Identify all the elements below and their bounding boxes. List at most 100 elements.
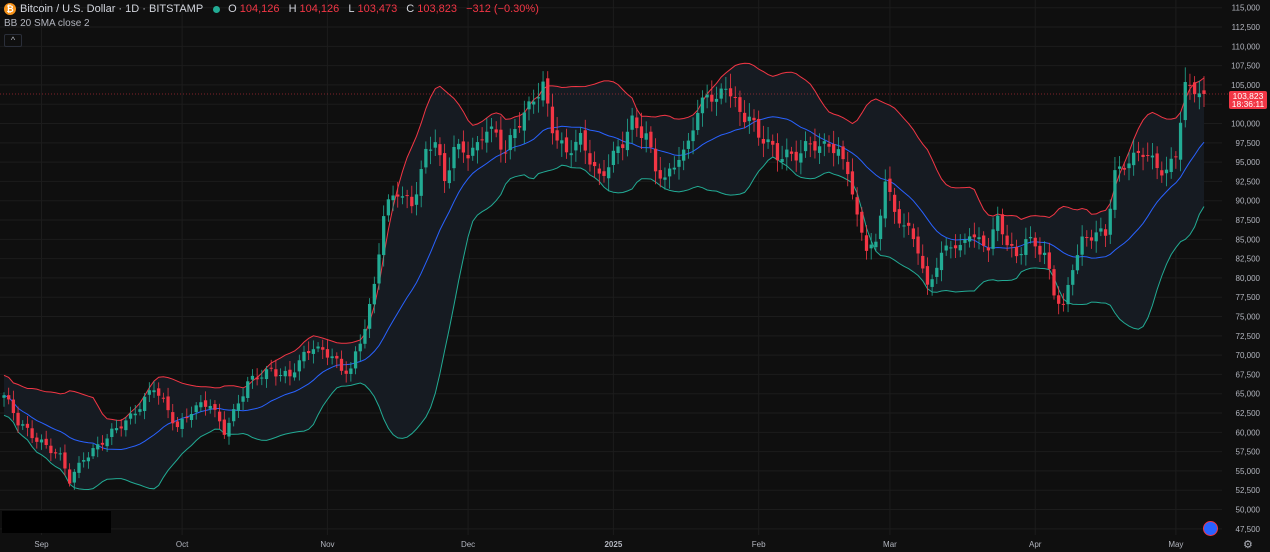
candle-body	[982, 235, 986, 246]
candle-body	[1033, 237, 1037, 247]
candle-body	[433, 142, 437, 148]
indicator-legend[interactable]: BB 20 SMA close 2	[4, 18, 90, 29]
price-tick-label: 115,000	[1232, 4, 1261, 13]
candle-body	[1000, 214, 1005, 235]
candle-body	[105, 438, 109, 447]
candle-body	[1155, 153, 1159, 169]
candle-body	[147, 390, 151, 395]
candle-body	[157, 388, 161, 396]
candle-body	[119, 426, 123, 429]
candle-body	[363, 329, 367, 344]
candle-body	[367, 303, 372, 329]
candle-body	[902, 225, 906, 227]
time-tick-label: Dec	[461, 540, 475, 549]
candle-body	[817, 146, 822, 153]
us-flag-icon[interactable]	[1203, 521, 1218, 536]
price-tick-label: 57,500	[1236, 448, 1261, 457]
candle-body	[705, 94, 709, 98]
candle-body	[522, 112, 526, 131]
collapse-legend-button[interactable]: ^	[4, 34, 22, 47]
time-tick-label: Sep	[34, 540, 49, 549]
candle-body	[667, 168, 672, 177]
candle-body	[382, 216, 386, 256]
candle-body	[278, 375, 283, 377]
candle-body	[44, 438, 48, 445]
price-tick-label: 67,500	[1236, 370, 1261, 379]
low-label: L	[348, 3, 355, 15]
candle-body	[1042, 252, 1047, 256]
candle-body	[189, 413, 194, 421]
price-tick-label: 95,000	[1236, 158, 1261, 167]
candle-body	[283, 370, 287, 377]
candle-body	[227, 422, 231, 437]
candle-body	[302, 351, 306, 362]
candle-body	[1174, 156, 1178, 158]
gear-icon[interactable]: ⚙	[1243, 539, 1253, 551]
symbol-title[interactable]: Bitcoin / U.S. Dollar · 1D · BITSTAMP	[20, 3, 204, 15]
price-tick-label: 110,000	[1232, 42, 1261, 51]
candle-body	[841, 146, 845, 160]
candle-body	[250, 375, 255, 380]
candle-body	[611, 150, 616, 166]
candle-body	[405, 195, 409, 197]
candle-body	[686, 140, 691, 149]
candle-body	[789, 151, 794, 154]
candle-body	[124, 420, 128, 431]
price-tick-label: 87,500	[1236, 216, 1261, 225]
price-tick-label: 70,000	[1236, 351, 1261, 360]
open-value: 104,126	[239, 3, 280, 15]
candle-body	[410, 196, 414, 207]
candle-body	[100, 442, 105, 445]
candle-body	[30, 428, 34, 439]
candle-body	[466, 154, 470, 159]
candle-body	[710, 94, 714, 102]
candle-body	[855, 197, 859, 215]
candle-body	[428, 149, 433, 151]
candle-body	[396, 194, 400, 197]
candle-body	[1150, 155, 1155, 158]
candles	[0, 67, 1229, 490]
candle-body	[869, 244, 873, 249]
candle-body	[91, 448, 95, 457]
price-tick-label: 90,000	[1236, 197, 1261, 206]
price-tick-label: 85,000	[1236, 235, 1261, 244]
candle-body	[569, 153, 573, 156]
candle-body	[527, 101, 531, 110]
candle-body	[503, 152, 508, 154]
time-tick-label: May	[1168, 540, 1183, 549]
candle-body	[803, 141, 808, 152]
candle-body	[335, 355, 339, 359]
candle-body	[152, 390, 156, 393]
candle-body	[1117, 166, 1122, 169]
candle-body	[232, 409, 236, 422]
candle-body	[222, 419, 226, 435]
candle-body	[691, 130, 695, 142]
candle-body	[142, 396, 147, 412]
price-tick-label: 75,000	[1236, 313, 1261, 322]
candle-body	[349, 368, 353, 374]
price-axis[interactable]: 115,000112,500110,000107,500105,000102,5…	[1231, 4, 1260, 534]
candle-body	[1164, 169, 1169, 174]
candle-body	[438, 144, 442, 156]
candle-body	[977, 237, 981, 240]
change-value: −312 (−0.30%)	[466, 3, 539, 15]
time-axis[interactable]: Sep Oct Nov Dec 2025 Feb Mar Apr May	[34, 540, 1183, 549]
time-tick-label: 2025	[604, 540, 622, 549]
candle-body	[944, 245, 948, 251]
close-label: C	[406, 3, 415, 15]
last-price-badge: 103,823 18:36:11	[1229, 91, 1267, 109]
candle-body	[1188, 84, 1192, 86]
candle-body	[180, 418, 184, 429]
candle-body	[578, 132, 583, 145]
candle-body	[471, 147, 475, 156]
candle-body	[1089, 237, 1094, 241]
candle-body	[442, 153, 447, 182]
candle-body	[489, 126, 494, 129]
candle-body	[1094, 232, 1098, 242]
candle-body	[907, 222, 911, 226]
candle-body	[864, 235, 869, 251]
time-tick-label: Apr	[1029, 540, 1042, 549]
candle-body	[794, 151, 798, 161]
price-tick-label: 77,500	[1236, 293, 1261, 302]
